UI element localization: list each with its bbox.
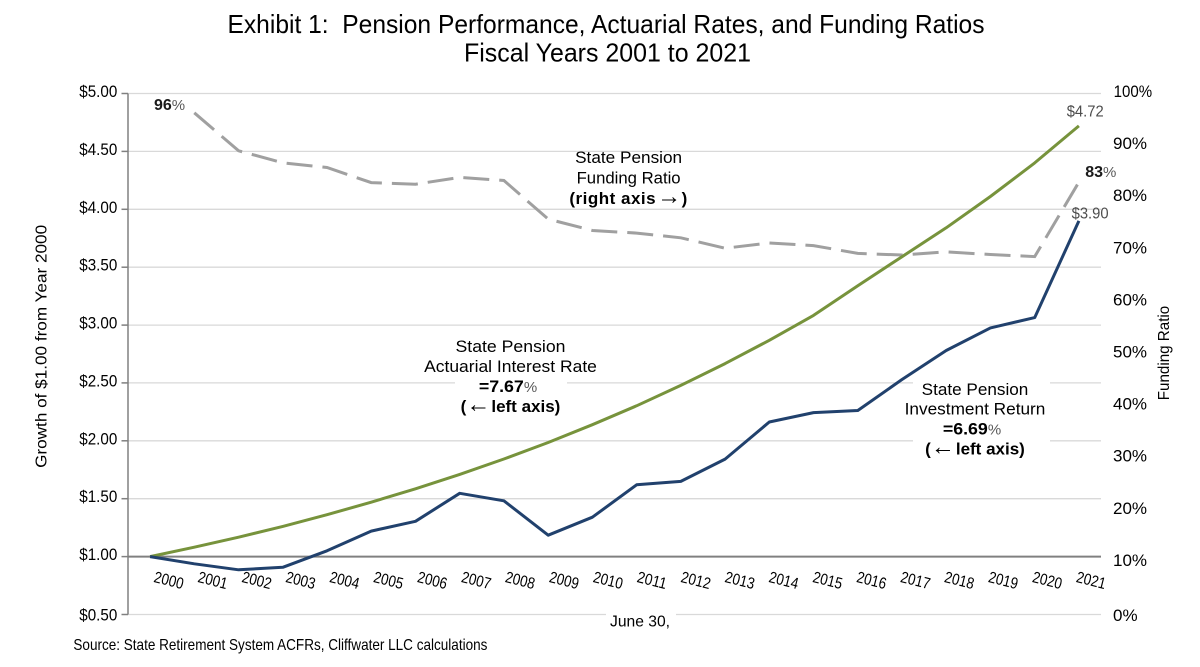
svg-text:Fiscal Years 2001 to 2021: Fiscal Years 2001 to 2021 bbox=[464, 38, 751, 68]
svg-text:$4.00: $4.00 bbox=[79, 198, 117, 217]
svg-text:Source: State Retirement Syste: Source: State Retirement System ACFRs, C… bbox=[73, 637, 487, 654]
svg-text:Growth of $1.00 from Year 2000: Growth of $1.00 from Year 2000 bbox=[34, 225, 51, 468]
svg-text:$5.00: $5.00 bbox=[79, 82, 117, 101]
svg-text:2006: 2006 bbox=[416, 569, 449, 593]
svg-text:2020: 2020 bbox=[1030, 569, 1063, 593]
svg-text:2004: 2004 bbox=[328, 569, 361, 593]
svg-text:2010: 2010 bbox=[591, 569, 624, 593]
svg-text:Funding Ratio: Funding Ratio bbox=[1156, 306, 1173, 401]
svg-text:10%: 10% bbox=[1113, 551, 1147, 570]
svg-text:80%: 80% bbox=[1113, 186, 1147, 205]
svg-text:$1.50: $1.50 bbox=[79, 487, 117, 506]
svg-text:$2.50: $2.50 bbox=[79, 371, 117, 390]
svg-text:2012: 2012 bbox=[679, 569, 712, 593]
svg-text:30%: 30% bbox=[1113, 447, 1147, 466]
svg-text:2007: 2007 bbox=[459, 569, 492, 593]
svg-text:83%: 83% bbox=[1085, 164, 1116, 181]
svg-text:2018: 2018 bbox=[943, 569, 976, 593]
svg-text:$4.50: $4.50 bbox=[79, 140, 117, 159]
svg-text:Exhibit 1: Pension Performanc: Exhibit 1: Pension Performance, Actuaria… bbox=[228, 9, 985, 39]
svg-text:2002: 2002 bbox=[240, 569, 273, 593]
svg-text:$2.00: $2.00 bbox=[79, 429, 117, 448]
svg-text:2016: 2016 bbox=[855, 569, 888, 593]
svg-text:90%: 90% bbox=[1113, 134, 1147, 153]
svg-text:2019: 2019 bbox=[986, 569, 1019, 593]
svg-text:2000: 2000 bbox=[152, 569, 185, 593]
svg-text:2014: 2014 bbox=[767, 569, 800, 593]
svg-text:2015: 2015 bbox=[811, 569, 844, 593]
svg-text:50%: 50% bbox=[1113, 343, 1147, 362]
svg-text:$3.50: $3.50 bbox=[79, 256, 117, 275]
svg-text:=7.67%: =7.67% bbox=[479, 377, 537, 396]
svg-text:2003: 2003 bbox=[284, 569, 317, 593]
svg-text:2008: 2008 bbox=[503, 569, 536, 593]
svg-text:(←left axis): (←left axis) bbox=[925, 434, 1025, 461]
svg-text:State Pension: State Pension bbox=[575, 148, 682, 167]
svg-text:2009: 2009 bbox=[547, 569, 580, 593]
svg-text:2013: 2013 bbox=[723, 569, 756, 593]
svg-text:2017: 2017 bbox=[899, 569, 932, 593]
svg-text:Funding Ratio: Funding Ratio bbox=[577, 168, 681, 187]
svg-text:$1.00: $1.00 bbox=[79, 545, 117, 564]
svg-text:$0.50: $0.50 bbox=[79, 606, 117, 625]
svg-text:2005: 2005 bbox=[372, 569, 405, 593]
svg-text:96%: 96% bbox=[154, 97, 185, 114]
svg-text:100%: 100% bbox=[1114, 82, 1153, 101]
svg-text:State Pension: State Pension bbox=[456, 337, 566, 356]
svg-text:0%: 0% bbox=[1113, 606, 1138, 625]
svg-text:June 30,: June 30, bbox=[610, 614, 670, 631]
svg-text:2001: 2001 bbox=[196, 569, 229, 593]
svg-text:$4.72: $4.72 bbox=[1067, 103, 1104, 120]
svg-text:=6.69%: =6.69% bbox=[943, 420, 1001, 439]
svg-text:Actuarial Interest Rate: Actuarial Interest Rate bbox=[424, 357, 597, 376]
svg-text:70%: 70% bbox=[1113, 238, 1147, 257]
svg-text:2021: 2021 bbox=[1074, 569, 1107, 593]
svg-text:2011: 2011 bbox=[635, 569, 668, 593]
svg-text:State Pension: State Pension bbox=[922, 380, 1029, 399]
svg-text:20%: 20% bbox=[1113, 499, 1147, 518]
svg-text:Investment Return: Investment Return bbox=[905, 400, 1046, 419]
svg-text:$3.90: $3.90 bbox=[1072, 205, 1109, 222]
svg-text:60%: 60% bbox=[1113, 290, 1147, 309]
svg-text:(←left axis): (←left axis) bbox=[461, 391, 561, 418]
svg-text:40%: 40% bbox=[1113, 395, 1147, 414]
svg-text:$3.00: $3.00 bbox=[79, 314, 117, 333]
